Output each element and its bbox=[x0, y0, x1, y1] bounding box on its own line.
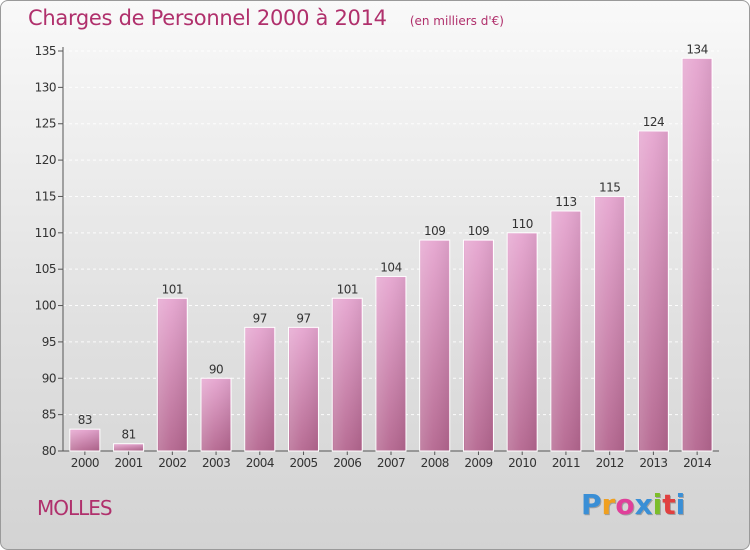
x-tick-label: 2002 bbox=[158, 456, 186, 470]
x-tick-label: 2012 bbox=[596, 456, 624, 470]
x-tick-label: 2013 bbox=[639, 456, 667, 470]
x-tick-label: 2001 bbox=[115, 456, 143, 470]
y-tick-label: 105 bbox=[35, 262, 56, 276]
bar-shine bbox=[420, 241, 449, 451]
bar-shine bbox=[245, 328, 274, 451]
bar-shine bbox=[202, 379, 231, 451]
bar-value-label: 115 bbox=[599, 180, 620, 194]
bar-value-label: 124 bbox=[643, 115, 664, 129]
logo-letter: r bbox=[601, 488, 616, 521]
bar-shine bbox=[377, 277, 405, 451]
y-tick-label: 125 bbox=[35, 117, 56, 131]
y-tick-label: 110 bbox=[35, 226, 56, 240]
proxiti-logo[interactable]: Proxiti bbox=[581, 488, 685, 521]
x-tick-label: 2005 bbox=[289, 456, 317, 470]
logo-letter: P bbox=[581, 488, 602, 521]
bar-shine bbox=[114, 444, 143, 451]
bar-shine bbox=[333, 299, 362, 451]
x-tick-label: 2010 bbox=[508, 456, 536, 470]
bar-value-label: 81 bbox=[121, 428, 135, 442]
chart-title-block: Charges de Personnel 2000 à 2014 (en mil… bbox=[28, 6, 504, 30]
bar-value-label: 113 bbox=[555, 195, 576, 209]
logo-letter: x bbox=[634, 488, 653, 521]
commune-name: MOLLES bbox=[37, 496, 113, 520]
bar-value-label: 97 bbox=[253, 311, 267, 325]
label-layer: 83 81 101 90 97 97 101 104 109 109 110 113 115 124 134 bbox=[78, 42, 709, 442]
bar-shine bbox=[464, 241, 493, 451]
bar-shine bbox=[639, 132, 668, 451]
x-tick-label: 2003 bbox=[202, 456, 230, 470]
bar-shine bbox=[551, 212, 580, 451]
y-tick-label: 90 bbox=[42, 371, 56, 385]
bar-shine bbox=[70, 430, 99, 451]
bar-value-label: 134 bbox=[686, 42, 707, 56]
bar-value-label: 109 bbox=[468, 224, 489, 238]
x-tick-label: 2011 bbox=[552, 456, 580, 470]
x-tick-label: 2014 bbox=[683, 456, 711, 470]
y-tick-label: 120 bbox=[35, 153, 56, 167]
y-tick-label: 80 bbox=[42, 444, 56, 458]
bar-value-label: 101 bbox=[337, 282, 358, 296]
logo-letter: t bbox=[662, 488, 676, 521]
bar-layer bbox=[69, 57, 713, 452]
bar-value-label: 83 bbox=[78, 413, 92, 427]
bar-shine bbox=[683, 59, 712, 451]
bar-shine bbox=[289, 328, 318, 451]
bar-value-label: 90 bbox=[209, 362, 223, 376]
y-tick-label: 85 bbox=[42, 408, 56, 422]
y-tick-label: 130 bbox=[35, 80, 56, 94]
x-tick-label: 2008 bbox=[421, 456, 449, 470]
y-tick-label: 95 bbox=[42, 335, 56, 349]
bar-value-label: 109 bbox=[424, 224, 445, 238]
logo-letter: i bbox=[652, 488, 663, 521]
logo-letter: o bbox=[615, 488, 635, 521]
bar-value-label: 104 bbox=[380, 260, 401, 274]
x-tick-label: 2000 bbox=[71, 456, 99, 470]
x-tick-label: 2007 bbox=[377, 456, 405, 470]
bar-shine bbox=[508, 233, 537, 451]
y-tick-label: 100 bbox=[35, 299, 56, 313]
y-tick-label: 115 bbox=[35, 189, 56, 203]
logo-letter: i bbox=[675, 488, 686, 521]
y-tick-label: 135 bbox=[35, 44, 56, 58]
bar-value-label: 110 bbox=[511, 217, 532, 231]
bar-value-label: 101 bbox=[162, 282, 183, 296]
bar-shine bbox=[158, 299, 187, 451]
bar-shine bbox=[595, 197, 624, 451]
x-tick-label: 2004 bbox=[246, 456, 274, 470]
chart-title: Charges de Personnel 2000 à 2014 bbox=[28, 6, 387, 30]
x-tick-label: 2009 bbox=[464, 456, 492, 470]
x-tick-label: 2006 bbox=[333, 456, 361, 470]
bar-value-label: 97 bbox=[296, 311, 310, 325]
chart-subtitle: (en milliers d'€) bbox=[409, 14, 504, 28]
